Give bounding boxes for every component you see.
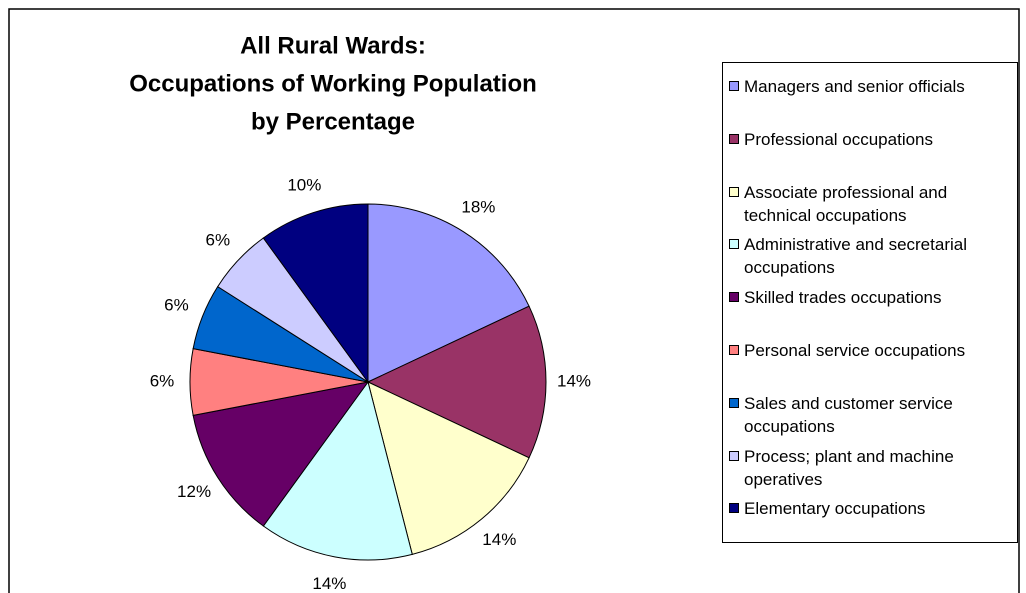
legend-label: Managers and senior officials (744, 77, 965, 96)
data-label: 14% (482, 530, 516, 549)
data-label: 18% (461, 198, 495, 217)
legend-swatch (729, 503, 739, 514)
pie-slice (366, 305, 547, 459)
legend-label: Administrative and secretarial occupatio… (744, 235, 967, 278)
data-label: 6% (164, 296, 189, 315)
pie-slice (262, 380, 413, 561)
data-label: 12% (177, 482, 211, 501)
data-label: 10% (287, 176, 321, 195)
legend-item: Administrative and secretarial occupatio… (729, 233, 1017, 279)
legend-item: Associate professional and technical occ… (729, 181, 1017, 227)
legend-label: Elementary occupations (744, 499, 926, 519)
legend-item: Personal service occupations (729, 339, 1017, 362)
legend-item: Elementary occupations (729, 497, 1017, 520)
data-label: 6% (206, 230, 231, 249)
chart-title: by Percentage (251, 108, 415, 135)
legend-swatch (729, 450, 739, 461)
legend-label: Sales and customer service occupations (744, 393, 953, 436)
legend-label: Process; plant and machine operatives (744, 446, 954, 489)
legend-swatch (729, 345, 739, 355)
legend-label: Professional occupations (744, 129, 934, 149)
legend: Managers and senior officials Professiona… (722, 62, 1018, 543)
data-label: 6% (150, 371, 175, 390)
legend-swatch (729, 239, 739, 250)
legend-swatch (729, 292, 739, 303)
legend-swatch (729, 81, 739, 91)
legend-label: Skilled trades occupations (744, 288, 942, 308)
legend-item: Process; plant and machine operatives (729, 445, 1017, 491)
legend-item: Professional occupations (729, 128, 1017, 151)
legend-item: Managers and senior officials (729, 75, 1017, 98)
legend-swatch (729, 186, 739, 197)
legend-item: Skilled trades occupations (729, 286, 1017, 309)
chart-title: Occupations of Working Population (129, 70, 537, 97)
data-label: 14% (557, 371, 591, 390)
chart-title: All Rural Wards: (240, 32, 426, 59)
legend-swatch (729, 397, 739, 408)
legend-swatch (729, 133, 739, 144)
data-label: 14% (312, 574, 346, 593)
chart-border (8, 8, 1020, 593)
pie-slice (367, 203, 530, 383)
pie-slice (192, 381, 370, 527)
legend-item: Sales and customer service occupations (729, 392, 1017, 438)
pie-slice (262, 203, 369, 384)
pie-slice (367, 381, 530, 556)
legend-label: Associate professional and technical occ… (744, 182, 948, 225)
legend-label: Personal service occupations (744, 341, 966, 360)
